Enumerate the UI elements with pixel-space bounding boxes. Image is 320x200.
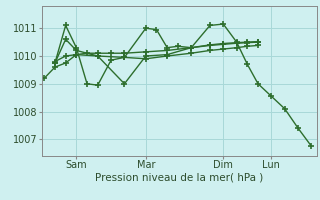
X-axis label: Pression niveau de la mer( hPa ): Pression niveau de la mer( hPa ) bbox=[95, 173, 263, 183]
